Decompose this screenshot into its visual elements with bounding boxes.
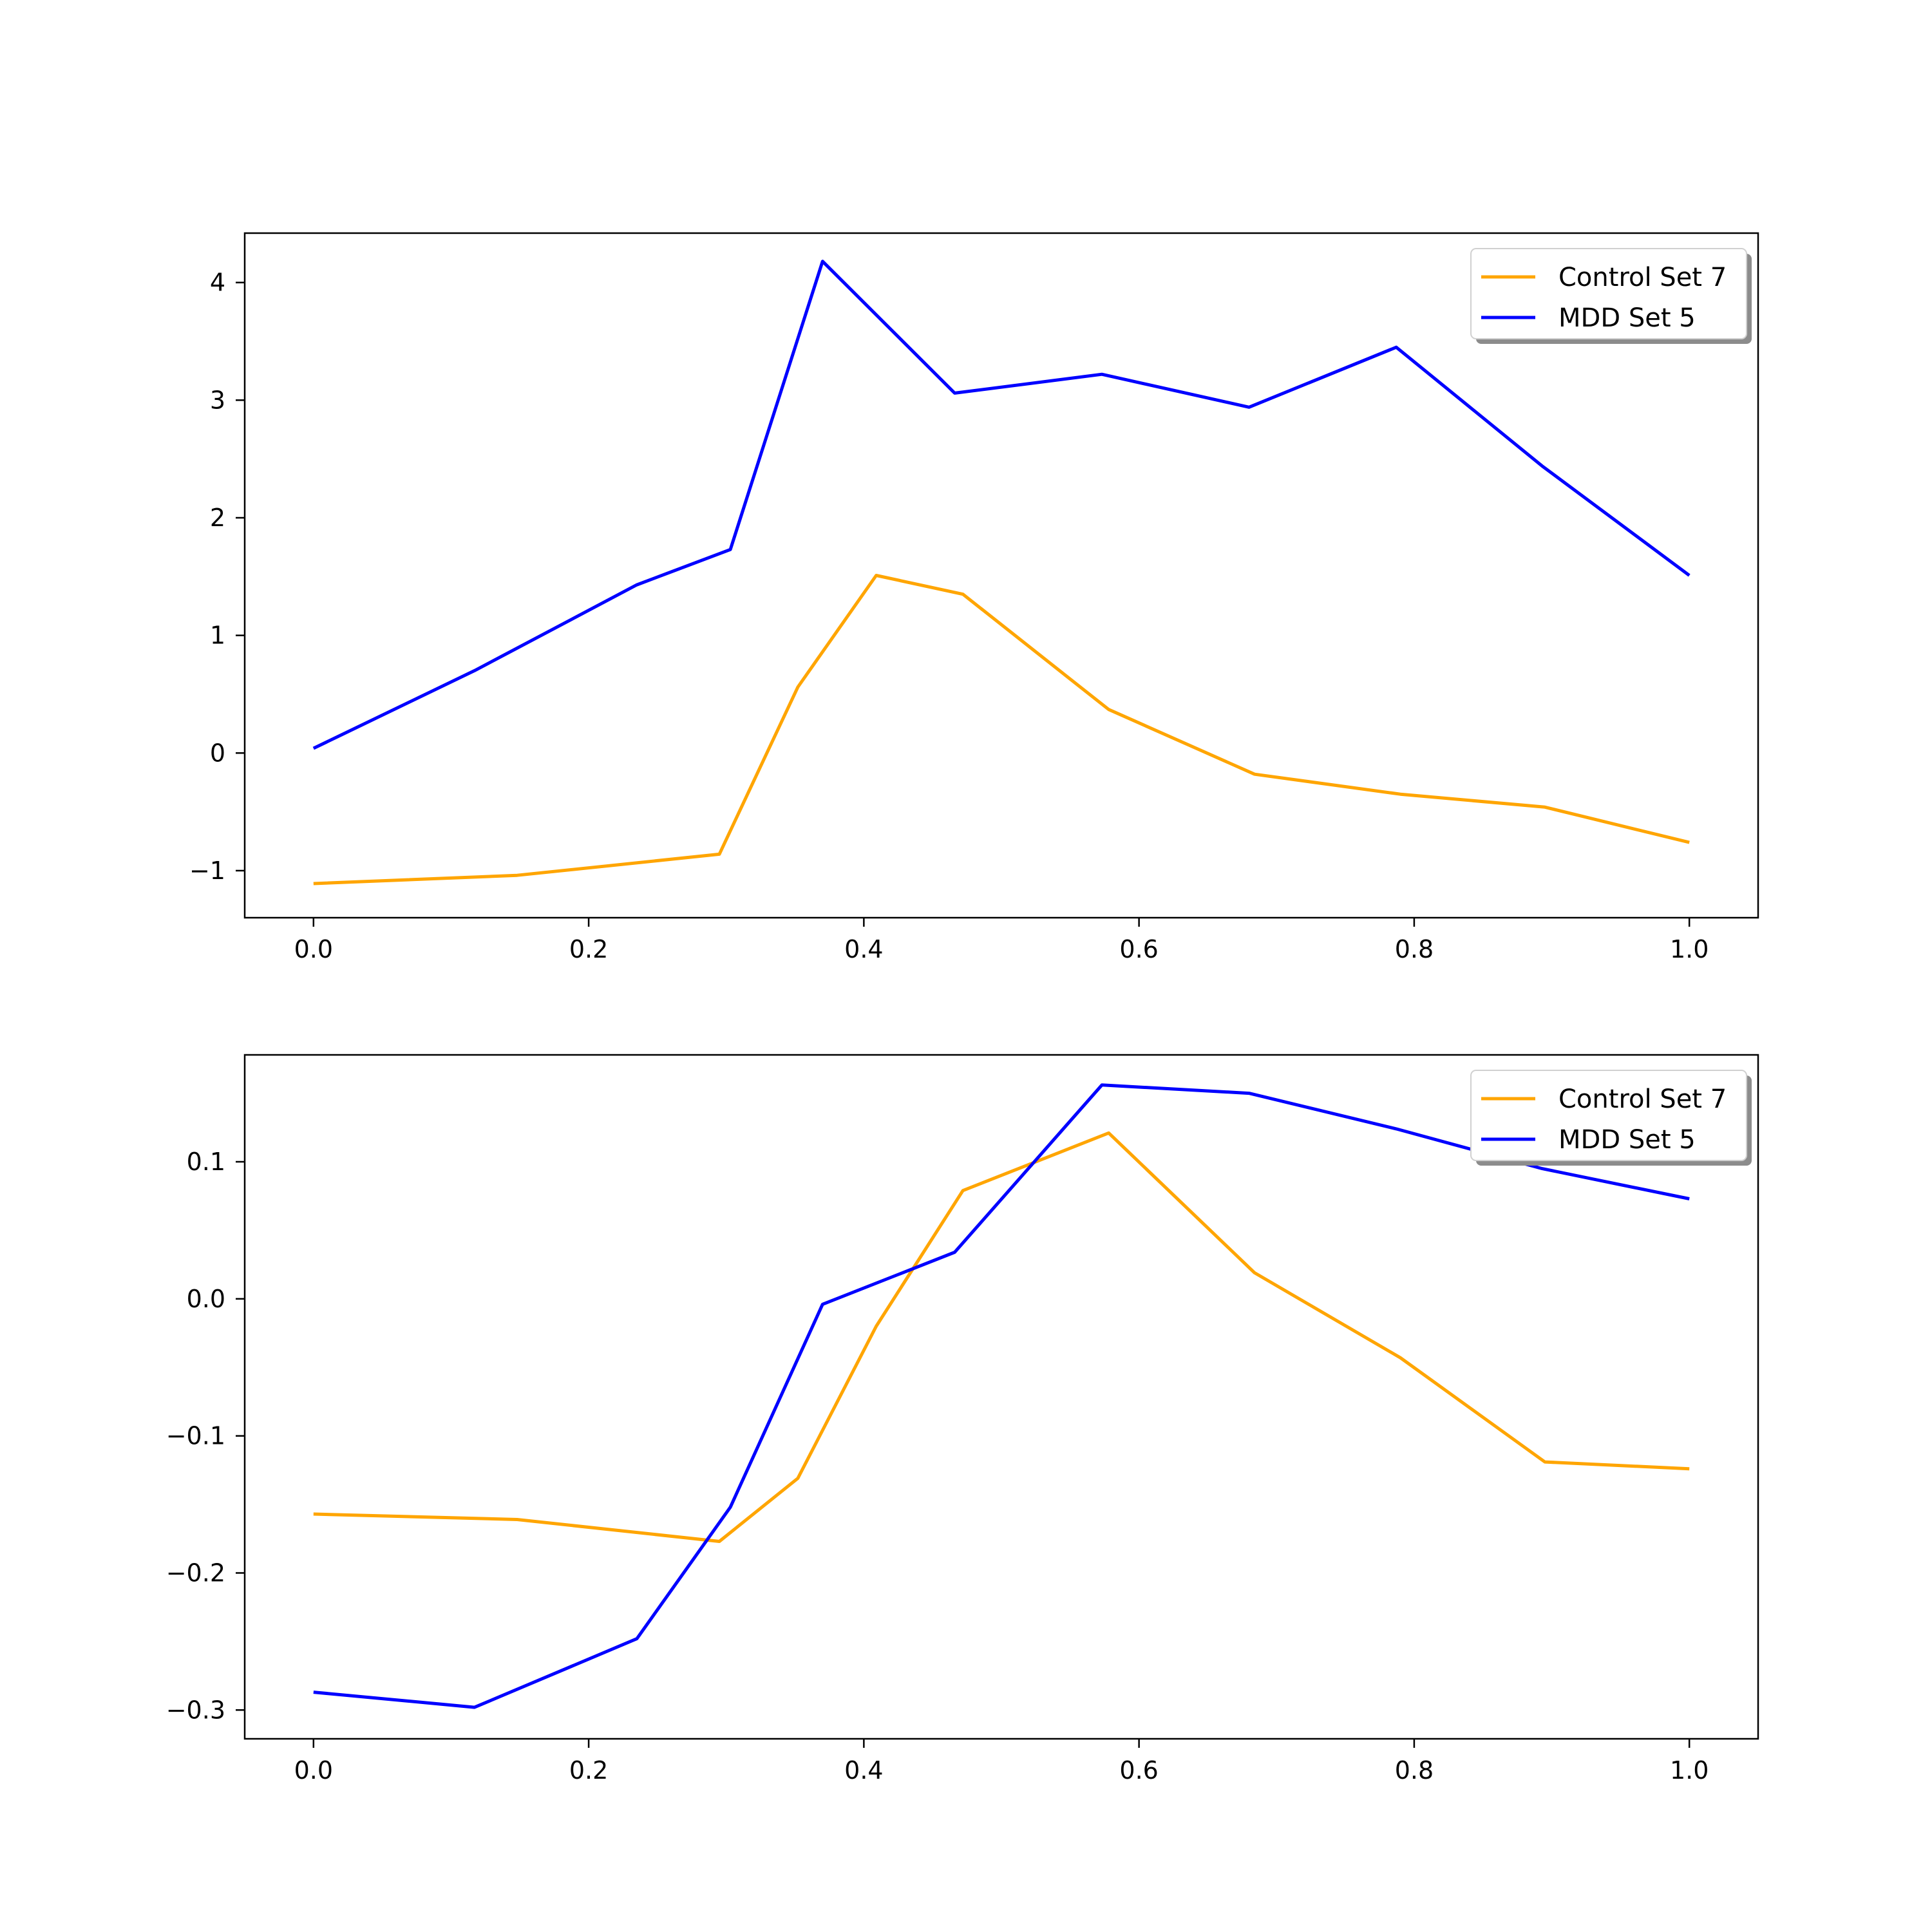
legend-label: Control Set 7 (1558, 1084, 1727, 1114)
x-tick-label: 0.8 (1395, 1756, 1434, 1785)
x-tick-label: 0.2 (569, 1756, 608, 1785)
y-tick-label: 2 (210, 504, 225, 532)
x-tick-label: 0.6 (1119, 935, 1158, 963)
y-tick-label: 0 (210, 739, 225, 767)
charts-layer: 0.0 0.2 0.4 0.6 0.8 1.0 −1 0 1 2 3 4 Control Set 7 MD… (166, 232, 1759, 1785)
y-tick-label: −0.1 (166, 1422, 225, 1450)
legend: Control Set 7 MDD Set 5 (1470, 248, 1752, 344)
series-line-control-set-7 (313, 574, 1690, 886)
series-line-mdd-set-5 (313, 1083, 1690, 1709)
legend-label: MDD Set 5 (1558, 1125, 1696, 1155)
y-tick-label: −0.3 (166, 1696, 225, 1724)
legend-box (1470, 1070, 1747, 1161)
x-tick-label: 0.2 (569, 935, 608, 963)
x-tick-label: 1.0 (1670, 1756, 1709, 1785)
y-tick-label: 4 (210, 269, 225, 297)
x-tick-label: 0.4 (844, 1756, 883, 1785)
y-tick-label: −0.2 (166, 1558, 225, 1587)
y-tick-label: −1 (189, 857, 225, 885)
series-line-mdd-set-5 (312, 260, 1690, 750)
y-tick-label: 1 (210, 621, 225, 650)
legend-box (1470, 248, 1747, 339)
x-tick-label: 0.0 (294, 935, 333, 963)
y-tick-label: 3 (210, 386, 225, 414)
legend: Control Set 7 MDD Set 5 (1470, 1070, 1752, 1166)
x-tick-label: 0.6 (1119, 1756, 1158, 1785)
x-tick-label: 0.0 (294, 1756, 333, 1785)
axes-frame (243, 232, 1759, 919)
series-line-control-set-7 (313, 1131, 1690, 1543)
x-tick-label: 0.4 (844, 935, 883, 963)
legend-label: Control Set 7 (1558, 263, 1727, 292)
x-tick-label: 0.8 (1395, 935, 1434, 963)
chart-2: 0.0 0.2 0.4 0.6 0.8 1.0 −0.3 −0.2 −0.1 0.0 0.1 Cont… (166, 1054, 1759, 1785)
legend-label: MDD Set 5 (1558, 303, 1696, 333)
chart-1: 0.0 0.2 0.4 0.6 0.8 1.0 −1 0 1 2 3 4 Control Set 7 MD… (189, 232, 1759, 963)
plot-area (245, 1055, 1758, 1739)
axes-frame (243, 1054, 1759, 1740)
x-tick-label: 1.0 (1670, 935, 1709, 963)
y-tick-label: 0.1 (187, 1148, 225, 1176)
y-tick-label: 0.0 (187, 1285, 225, 1313)
